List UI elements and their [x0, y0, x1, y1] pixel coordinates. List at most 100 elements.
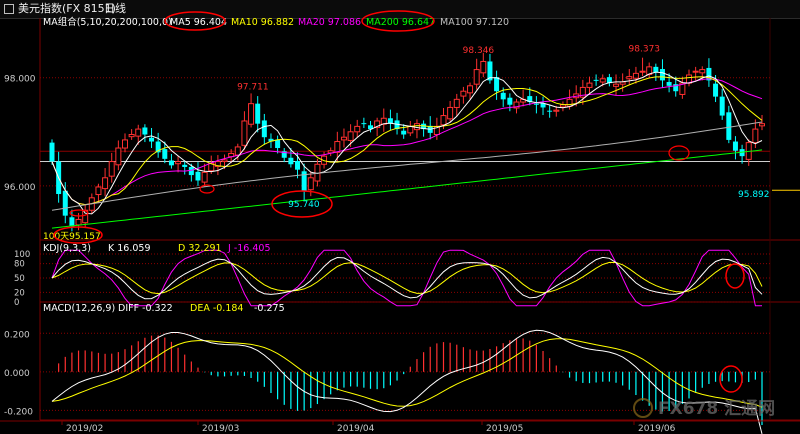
ma20-line	[51, 78, 763, 206]
candle-body	[241, 120, 248, 146]
highlight-circle-bottom	[53, 226, 103, 244]
candle-body	[679, 82, 686, 95]
candle-body	[632, 72, 639, 79]
candle-body	[606, 77, 612, 84]
macd-axis-label: 0.200	[4, 330, 30, 340]
candle-body	[214, 161, 221, 167]
candle-body	[513, 101, 520, 109]
kdj-axis-label: 20	[14, 288, 25, 298]
highlight-circle-macd	[719, 365, 743, 393]
watermark-logo-icon	[633, 398, 653, 418]
candle-body	[182, 164, 188, 167]
macd-legend-item: -0.275	[254, 303, 285, 314]
title-bar: 美元指数(FX 8151) 日线	[0, 0, 800, 19]
price-legend-item: MA10 96.882	[231, 17, 294, 28]
candle-body	[62, 190, 68, 216]
candle-body	[108, 161, 115, 177]
candle-body	[666, 82, 672, 86]
candle-body	[175, 161, 182, 165]
candle-body	[726, 112, 732, 140]
candle-body	[347, 131, 354, 141]
macd-axis-label: -0.200	[4, 407, 33, 417]
price-legend-item: MA组合(5,10,20,200,100,0)	[43, 16, 172, 28]
highlight-circle-kdj	[725, 263, 745, 289]
ma5-line	[51, 71, 763, 215]
candle-body	[460, 90, 467, 97]
highlight-circle-low	[271, 190, 333, 218]
kdj-legend-item: D 32.291	[178, 243, 222, 254]
kdj-axis-label: 50	[14, 274, 25, 284]
candle-body	[248, 103, 255, 125]
kdj-axis-label: 80	[14, 260, 25, 270]
candle-body	[162, 149, 168, 159]
candle-body	[413, 123, 420, 131]
candle-body	[168, 160, 174, 166]
x-axis-label: 2019/03	[202, 424, 239, 434]
candle-body	[599, 78, 606, 83]
candle-body	[453, 98, 460, 108]
kdj-axis-label: 0	[14, 298, 19, 308]
watermark: FX678 汇通网	[633, 398, 775, 419]
x-axis: 2019/02 2019/03 2019/04 2019/05 2019/06	[0, 420, 800, 434]
candle-body	[626, 76, 633, 80]
candle-body	[494, 77, 500, 92]
annotation-high: 98.373	[629, 45, 661, 55]
candle-body	[732, 141, 738, 151]
kdj-k-line	[51, 256, 763, 300]
kdj-d-line	[51, 261, 763, 295]
candle-body	[149, 137, 155, 142]
macd-legend-item: MACD(12,26,9)	[43, 303, 115, 314]
price-legend-item: MA100 97.120	[440, 17, 509, 28]
candle-body	[115, 147, 122, 166]
macd-legend-item: DIFF -0.322	[118, 303, 173, 314]
macd-axis-label: 0.000	[4, 369, 30, 379]
candle-body	[275, 139, 281, 149]
x-axis-label: 2019/02	[66, 424, 103, 434]
candle-body	[368, 125, 374, 130]
candle-body	[321, 155, 328, 165]
candle-body	[739, 149, 745, 157]
highlight-circle-small	[668, 145, 690, 161]
ma100-line	[51, 121, 763, 211]
candle-body	[579, 86, 586, 98]
kdj-legend-item: KDJ(9,3,3)	[43, 243, 91, 254]
watermark-text: FX678 汇通网	[658, 399, 775, 419]
candle-body	[401, 130, 407, 135]
candle-body	[121, 139, 128, 149]
candle-body	[354, 125, 361, 133]
candle-body	[673, 84, 679, 92]
candle-body	[288, 157, 294, 165]
candle-body	[334, 141, 341, 153]
candle-body	[507, 97, 513, 105]
highlight-circle-small	[199, 184, 215, 194]
annotation-last: 95.892	[738, 190, 770, 200]
price-legend-item: MA5 96.404	[170, 17, 227, 28]
candle-body	[394, 120, 400, 130]
annotation-low: 95.740	[288, 200, 320, 210]
candle-body	[234, 146, 241, 156]
candle-body	[102, 177, 109, 190]
highlight-circle-small	[69, 209, 89, 217]
candle-body	[421, 123, 427, 130]
ma200-line	[51, 149, 763, 229]
x-axis-label: 2019/04	[337, 424, 375, 434]
annotation-ma100-days: 100天95.157	[43, 232, 101, 242]
ma10-line	[51, 76, 763, 206]
candle-body	[500, 92, 506, 100]
price-legend-item: MA20 97.086	[298, 17, 361, 28]
candle-body	[619, 81, 626, 85]
candle-body	[135, 128, 142, 137]
candle-body	[713, 83, 719, 97]
candle-body	[653, 66, 659, 73]
period-label[interactable]: 日线	[104, 2, 126, 15]
annotation-high: 97.711	[237, 82, 269, 92]
candle-body	[547, 110, 553, 112]
macd-panel: 0.200 0.000 -0.200 MACD(12,26,9) DIFF -0.322…	[4, 303, 770, 434]
window-icon	[4, 4, 14, 14]
candle-body	[613, 83, 620, 87]
candle-body	[527, 96, 533, 103]
instrument-title: 美元指数(FX 8151)	[18, 2, 116, 15]
candle-body	[719, 96, 725, 116]
macd-dea-line	[51, 338, 763, 408]
